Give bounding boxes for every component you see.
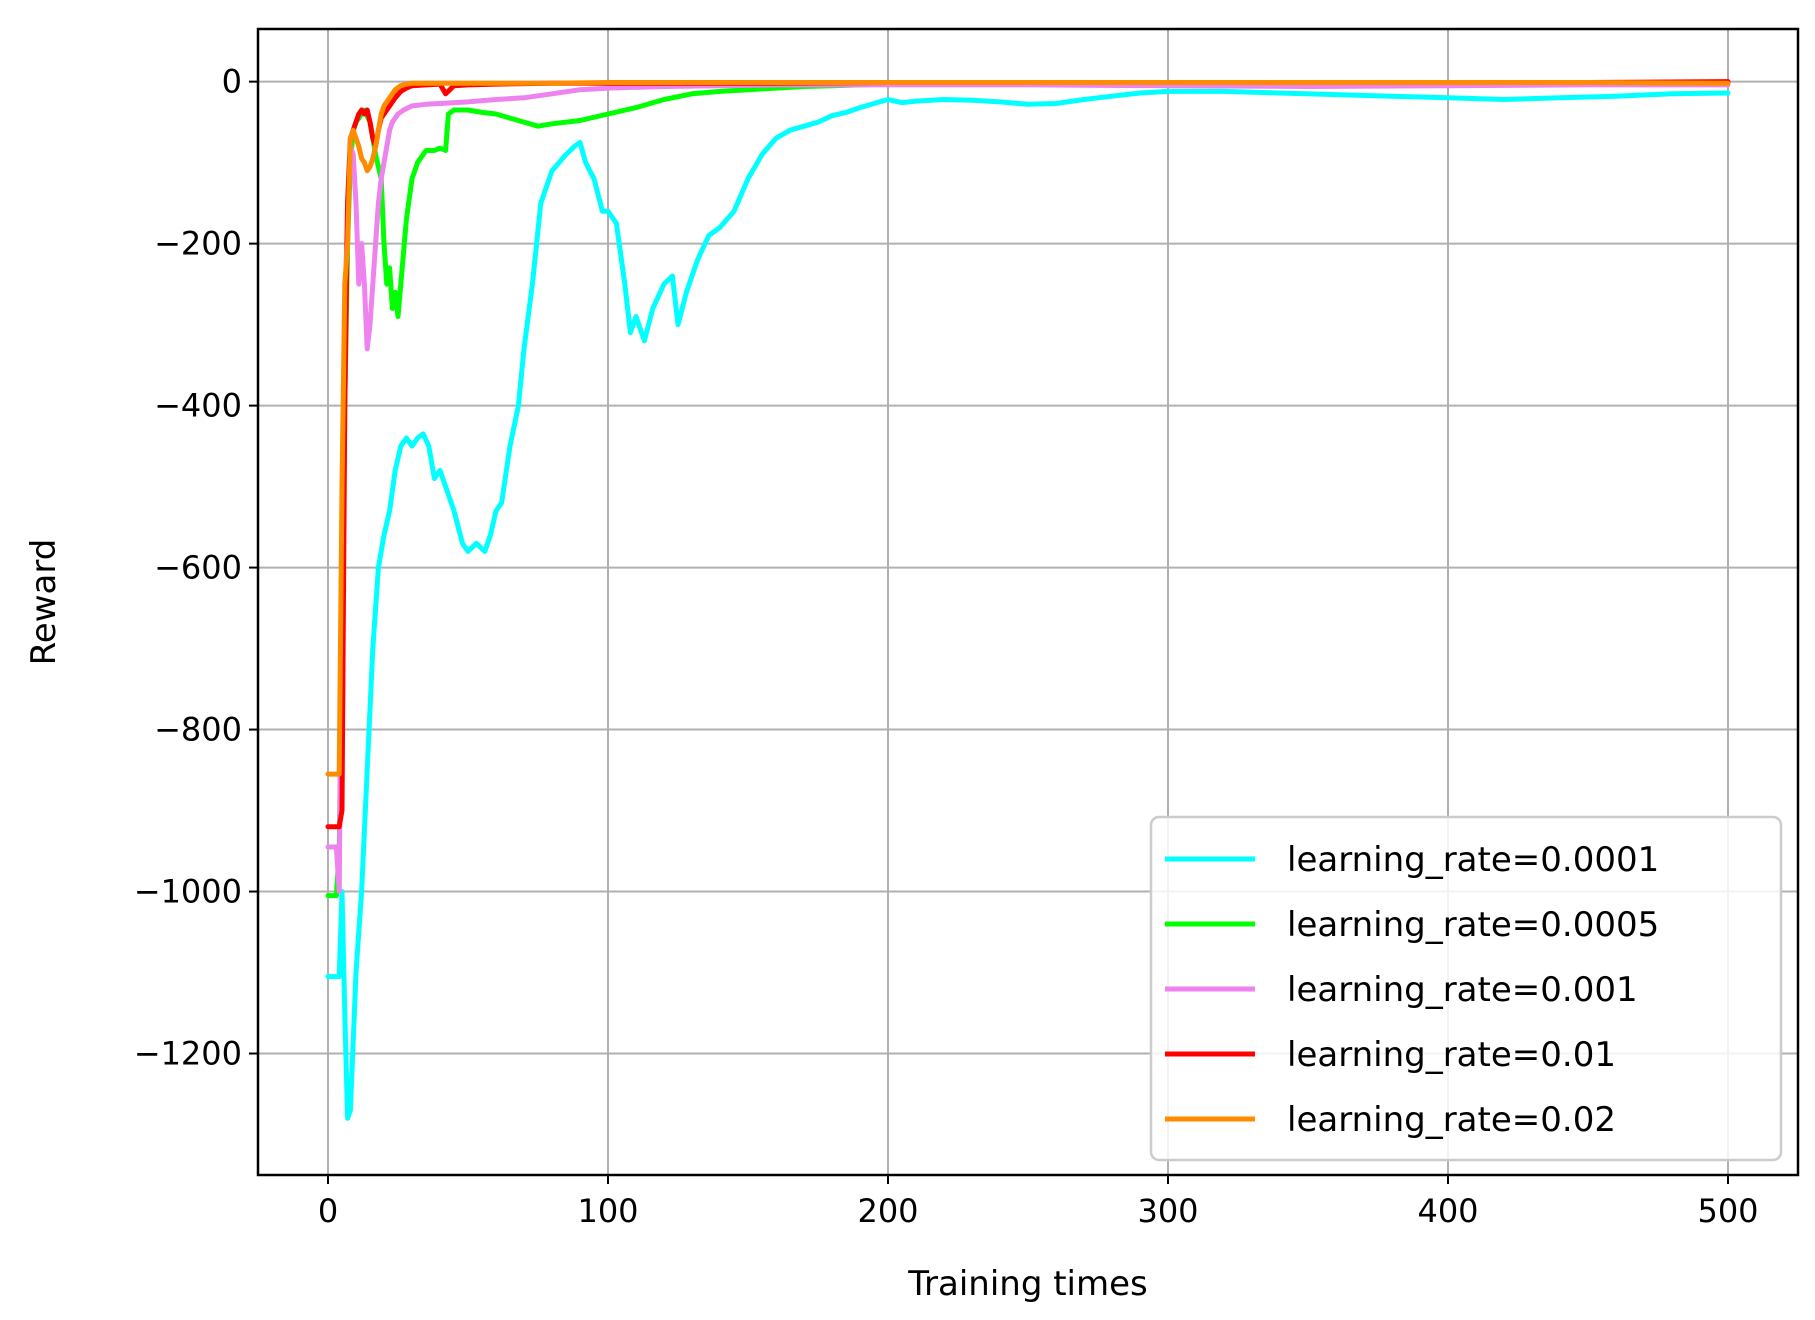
y-tick-label: 0: [222, 63, 242, 101]
y-tick-label: −800: [154, 711, 242, 749]
series-line-4: [325, 80, 1731, 777]
series-line-0: [325, 88, 1731, 1121]
x-axis-label: Training times: [907, 1264, 1148, 1304]
legend-label-1: learning_rate=0.0005: [1287, 905, 1659, 945]
legend-box: [1149, 815, 1783, 1162]
y-tick-label: −1000: [134, 873, 242, 911]
axes-frame: [256, 27, 1800, 1177]
x-tick-label: 500: [1697, 1192, 1758, 1230]
ticks: 0 100 200 300 400 500 0 −200 −400 −600 −800 −1000 −1…: [134, 63, 1759, 1230]
grid: [258, 29, 1798, 1175]
legend-label-0: learning_rate=0.0001: [1287, 840, 1659, 880]
x-tick-label: 200: [857, 1192, 918, 1230]
legend-label-3: learning_rate=0.01: [1287, 1035, 1616, 1075]
x-tick-label: 0: [318, 1192, 338, 1230]
x-tick-label: 100: [577, 1192, 638, 1230]
y-axis-label: Reward: [24, 539, 64, 666]
x-tick-label: 400: [1417, 1192, 1478, 1230]
y-tick-label: −200: [154, 225, 242, 263]
legend-label-4: learning_rate=0.02: [1287, 1100, 1616, 1140]
series-lines: [325, 79, 1731, 1121]
y-tick-label: −600: [154, 549, 242, 587]
legend: learning_rate=0.0001 learning_rate=0.0005…: [1149, 815, 1783, 1162]
y-tick-label: −400: [154, 387, 242, 425]
legend-label-2: learning_rate=0.001: [1287, 970, 1638, 1010]
y-tick-label: −1200: [134, 1035, 242, 1073]
x-tick-label: 300: [1137, 1192, 1198, 1230]
